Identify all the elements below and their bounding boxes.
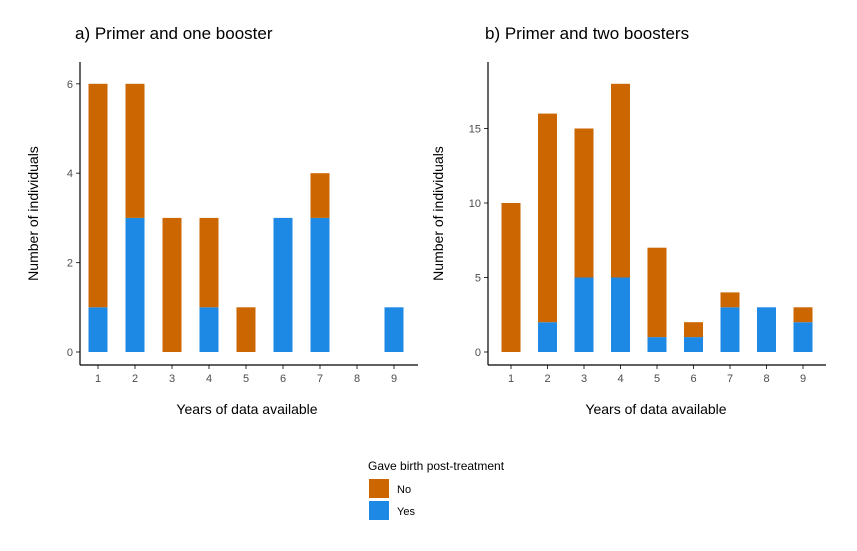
x-tick-label-b-9: 9: [800, 373, 806, 385]
x-tick-label-b-1: 1: [508, 373, 514, 385]
x-tick-label-a-1: 1: [95, 373, 101, 385]
legend: Gave birth post-treatment No Yes: [368, 459, 505, 520]
x-tick-label-b-7: 7: [727, 373, 733, 385]
y-tick-label-b-0: 0: [475, 347, 481, 359]
legend-label-no: No: [397, 484, 411, 496]
bar-b-no-5: [647, 247, 667, 338]
x-tick-label-b-8: 8: [763, 373, 769, 385]
bar-a-yes-9: [384, 307, 404, 352]
bar-b-yes-8: [757, 307, 776, 352]
panel-a: a) Primer and one booster 1 2 3 4 5 6 7 8 9 0 2 4 6 Ye…: [25, 24, 418, 417]
bar-b-yes-5: [647, 337, 667, 352]
x-tick-label-a-7: 7: [317, 373, 323, 385]
bar-b-no-3: [574, 128, 594, 278]
bar-b-yes-7: [720, 307, 740, 352]
panel-a-title: a) Primer and one booster: [75, 24, 273, 43]
y-axis-title-b: Number of individuals: [430, 146, 446, 281]
bar-a-no-2: [125, 83, 145, 218]
bar-a-no-3: [162, 217, 182, 352]
bar-b-no-6: [684, 322, 703, 338]
bar-a-yes-6: [273, 217, 293, 352]
bar-b-yes-9: [793, 322, 813, 352]
bar-a-no-1: [88, 83, 108, 308]
y-tick-label-a-6: 6: [67, 79, 73, 91]
bar-b-no-2: [538, 113, 557, 323]
x-tick-label-b-3: 3: [581, 373, 587, 385]
y-tick-label-a-2: 2: [67, 258, 73, 270]
x-tick-label-b-4: 4: [617, 373, 623, 385]
x-tick-label-a-8: 8: [354, 373, 360, 385]
bar-b-no-1: [501, 203, 521, 352]
bar-b-no-7: [720, 292, 740, 308]
x-tick-label-b-5: 5: [654, 373, 660, 385]
y-tick-label-a-4: 4: [67, 168, 73, 180]
bar-a-yes-4: [199, 307, 219, 352]
bar-a-yes-7: [310, 217, 330, 352]
x-tick-label-b-6: 6: [690, 373, 696, 385]
y-tick-label-b-10: 10: [469, 198, 481, 210]
bar-a-yes-1: [88, 307, 108, 352]
x-tick-label-a-5: 5: [243, 373, 249, 385]
bar-a-no-7: [310, 173, 330, 218]
bar-b-yes-2: [538, 322, 557, 352]
legend-label-yes: Yes: [397, 506, 415, 518]
legend-swatch-yes: [369, 501, 389, 520]
panel-b: b) Primer and two boosters 1 2 3 4 5 6 7 8 9 0 5 10 1…: [430, 24, 826, 417]
x-axis-title-a: Years of data available: [176, 401, 317, 417]
bar-b-no-4: [611, 83, 630, 278]
bar-b-no-9: [793, 307, 813, 323]
x-tick-label-a-4: 4: [206, 373, 212, 385]
y-tick-label-a-0: 0: [67, 347, 73, 359]
y-axis-title-a: Number of individuals: [25, 146, 41, 281]
x-tick-label-a-9: 9: [391, 373, 397, 385]
bar-a-no-5: [236, 307, 256, 352]
bar-b-yes-6: [684, 337, 703, 352]
x-tick-label-b-2: 2: [544, 373, 550, 385]
x-axis-title-b: Years of data available: [585, 401, 726, 417]
x-tick-label-a-3: 3: [169, 373, 175, 385]
legend-title: Gave birth post-treatment: [368, 459, 505, 473]
bar-a-no-4: [199, 217, 219, 308]
x-tick-label-a-6: 6: [280, 373, 286, 385]
y-tick-label-b-5: 5: [475, 273, 481, 285]
bar-b-yes-4: [611, 277, 630, 352]
legend-swatch-no: [369, 479, 389, 498]
y-tick-label-b-15: 15: [469, 124, 481, 136]
panel-b-title: b) Primer and two boosters: [485, 24, 689, 43]
bar-a-yes-2: [125, 217, 145, 352]
x-tick-label-a-2: 2: [132, 373, 138, 385]
bar-b-yes-3: [574, 277, 594, 352]
